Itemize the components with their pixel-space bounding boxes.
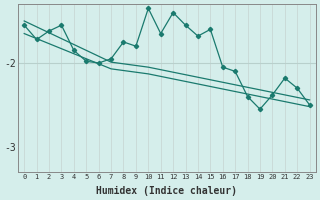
X-axis label: Humidex (Indice chaleur): Humidex (Indice chaleur) bbox=[96, 186, 237, 196]
